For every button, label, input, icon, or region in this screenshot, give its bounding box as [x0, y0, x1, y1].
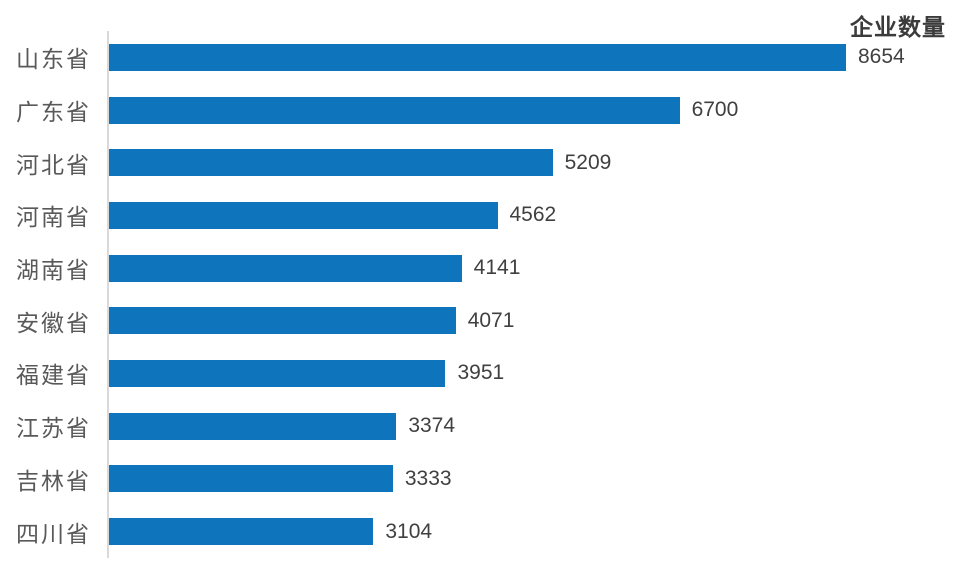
bar-row: 福建省 3951: [0, 347, 959, 400]
bar: [109, 412, 397, 440]
category-label: 广东省: [16, 100, 91, 126]
bar-track: 3374: [109, 400, 455, 453]
bar: [109, 254, 462, 282]
category-label: 福建省: [16, 363, 91, 389]
bar: [109, 149, 553, 177]
bar-track: 6700: [109, 84, 738, 137]
bar: [109, 518, 374, 546]
bar-row: 吉林省 3333: [0, 453, 959, 506]
bar-track: 3104: [109, 505, 432, 558]
bar: [109, 201, 498, 229]
bar: [109, 465, 393, 493]
y-axis-line: [107, 31, 109, 558]
category-label: 河南省: [16, 205, 91, 231]
category-label: 山东省: [16, 47, 91, 73]
bar-track: 4562: [109, 189, 556, 242]
value-label: 3333: [404, 466, 452, 490]
bar-track: 5209: [109, 136, 611, 189]
bar: [109, 307, 456, 335]
bar: [109, 43, 846, 71]
value-label: 3374: [408, 414, 456, 438]
bar: [109, 359, 446, 387]
bar-track: 4141: [109, 242, 520, 295]
category-label: 安徽省: [16, 310, 91, 336]
category-label: 河北省: [16, 152, 91, 178]
bar-track: 3951: [109, 347, 504, 400]
bar-track: 8654: [109, 31, 905, 84]
value-label: 8654: [858, 45, 905, 69]
category-label: 湖南省: [16, 258, 91, 284]
bar-row: 山东省 8654: [0, 31, 959, 84]
value-label: 3951: [457, 361, 505, 385]
bar-row: 湖南省 4141: [0, 242, 959, 295]
value-label: 6700: [691, 98, 739, 122]
value-label: 5209: [564, 150, 612, 174]
value-label: 4141: [473, 256, 521, 280]
category-label: 江苏省: [16, 416, 91, 442]
bar-row: 江苏省 3374: [0, 400, 959, 453]
category-label: 四川省: [16, 521, 91, 547]
value-label: 4562: [509, 203, 557, 227]
bar-row: 安徽省 4071: [0, 294, 959, 347]
value-label: 4071: [467, 308, 515, 332]
category-label: 吉林省: [16, 468, 91, 494]
chart-title: 企业数量: [850, 14, 946, 40]
bar-track: 4071: [109, 294, 514, 347]
bar-row: 广东省 6700: [0, 84, 959, 137]
bar-row: 河南省 4562: [0, 189, 959, 242]
bar-row: 河北省 5209: [0, 136, 959, 189]
value-label: 3104: [385, 519, 433, 543]
bar: [109, 96, 680, 124]
chart-plot-area: 山东省 8654 广东省 6700 河北省 5209 河南省 4562 湖南省 4141 安徽省 40…: [0, 31, 959, 558]
bar-track: 3333: [109, 453, 452, 506]
bar-row: 四川省 3104: [0, 505, 959, 558]
